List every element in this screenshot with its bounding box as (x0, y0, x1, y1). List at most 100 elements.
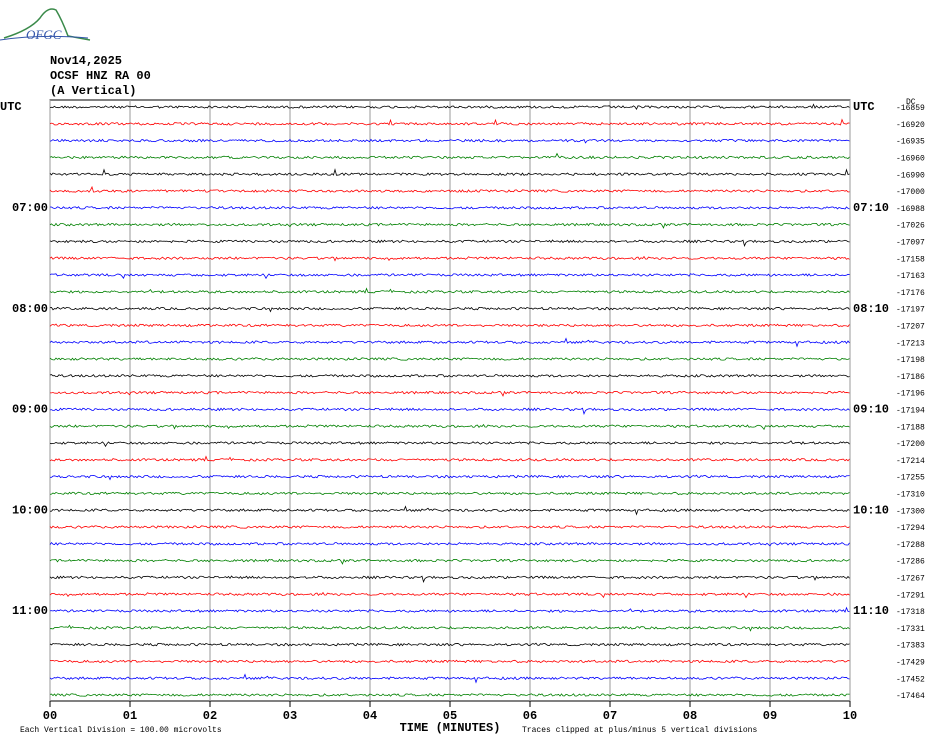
trace (49, 575, 850, 583)
offset-label: -16859 (896, 104, 925, 113)
trace (49, 558, 850, 565)
footnote-right: Traces clipped at plus/minus 5 vertical … (522, 726, 757, 735)
right-time-label: UTC (853, 100, 875, 114)
trace (49, 455, 850, 462)
trace (49, 693, 850, 697)
logo-line (0, 35, 89, 41)
trace (49, 222, 850, 229)
trace (49, 152, 850, 160)
offset-label: -17464 (896, 692, 925, 701)
offset-label: -17000 (896, 188, 925, 197)
x-tick-label: 02 (203, 709, 217, 723)
offset-label: -17452 (896, 675, 925, 684)
offset-label: -16990 (896, 171, 925, 180)
trace (49, 255, 850, 262)
left-time-label: 10:00 (12, 503, 48, 517)
x-tick-label: 03 (283, 709, 297, 723)
right-time-label: 07:10 (853, 201, 889, 215)
logo-text: OFGC (26, 27, 62, 42)
offset-label: -17255 (896, 474, 925, 483)
offset-label: -17291 (896, 591, 925, 600)
offset-label: -17214 (896, 457, 925, 466)
right-time-label: 09:10 (853, 403, 889, 417)
x-tick-label: 08 (683, 709, 697, 723)
trace (49, 606, 850, 613)
trace (49, 659, 850, 664)
offset-label: -17300 (896, 507, 925, 516)
trace (49, 118, 850, 126)
trace (49, 440, 850, 448)
offset-label: -16988 (896, 205, 925, 214)
offset-label: -17198 (896, 356, 925, 365)
offset-label: -17288 (896, 541, 925, 550)
trace (49, 337, 850, 348)
left-time-label: UTC (0, 100, 22, 114)
component-label: (A Vertical) (50, 84, 136, 98)
offset-label: -17197 (896, 306, 925, 315)
trace (49, 624, 850, 632)
trace (49, 474, 850, 481)
footnote-left: Each Vertical Division = 100.00 microvol… (20, 726, 222, 735)
trace (49, 591, 850, 599)
trace (49, 273, 850, 280)
x-tick-label: 09 (763, 709, 777, 723)
offset-label: -17318 (896, 608, 925, 617)
trace (49, 357, 850, 361)
trace (49, 541, 850, 547)
offset-label: -17383 (896, 642, 925, 651)
right-time-label: 10:10 (853, 503, 889, 517)
offset-label: -17429 (896, 659, 925, 668)
offset-label: -17331 (896, 625, 925, 634)
trace (49, 407, 850, 415)
trace (49, 103, 850, 111)
offset-label: -17200 (896, 440, 925, 449)
offset-label: -17026 (896, 222, 925, 231)
trace (49, 491, 850, 496)
offset-label: -17196 (896, 390, 925, 399)
right-time-label: 11:10 (853, 604, 889, 618)
offset-label: -17207 (896, 323, 925, 332)
trace (49, 673, 850, 684)
trace (49, 206, 850, 210)
trace (49, 185, 850, 193)
offset-label: -17163 (896, 272, 925, 281)
offset-label: -17294 (896, 524, 925, 533)
trace (49, 138, 850, 144)
trace (49, 505, 850, 516)
trace (49, 373, 850, 378)
offset-label: -17097 (896, 239, 925, 248)
x-tick-label: 01 (123, 709, 137, 723)
offset-label: -17286 (896, 558, 925, 567)
offset-label: -17267 (896, 575, 925, 584)
trace (49, 642, 850, 647)
offset-label: -17176 (896, 289, 925, 298)
offset-label: -17186 (896, 373, 925, 382)
logo-curve (3, 8, 91, 41)
x-tick-label: 04 (363, 709, 377, 723)
trace (49, 306, 850, 313)
left-time-label: 07:00 (12, 201, 48, 215)
offset-label: -17194 (896, 407, 925, 416)
left-time-label: 09:00 (12, 403, 48, 417)
station-subtitle: OCSF HNZ RA 00 (50, 69, 151, 83)
trace (49, 390, 850, 397)
left-time-label: 11:00 (12, 604, 48, 618)
x-tick-label: 05 (443, 709, 457, 723)
trace (49, 525, 850, 529)
offset-label: -17158 (896, 255, 925, 264)
date-title: Nov14,2025 (50, 54, 122, 68)
logo: OFGC (0, 8, 91, 42)
x-axis-label: TIME (MINUTES) (400, 721, 501, 735)
x-tick-label: 10 (843, 709, 857, 723)
trace (49, 287, 850, 294)
x-tick-label: 06 (523, 709, 537, 723)
offset-header: DC (906, 98, 916, 107)
offset-label: -17213 (896, 339, 925, 348)
x-tick-label: 07 (603, 709, 617, 723)
trace (49, 168, 850, 177)
offset-label: -16935 (896, 138, 925, 147)
trace (49, 239, 850, 247)
trace (49, 423, 850, 431)
